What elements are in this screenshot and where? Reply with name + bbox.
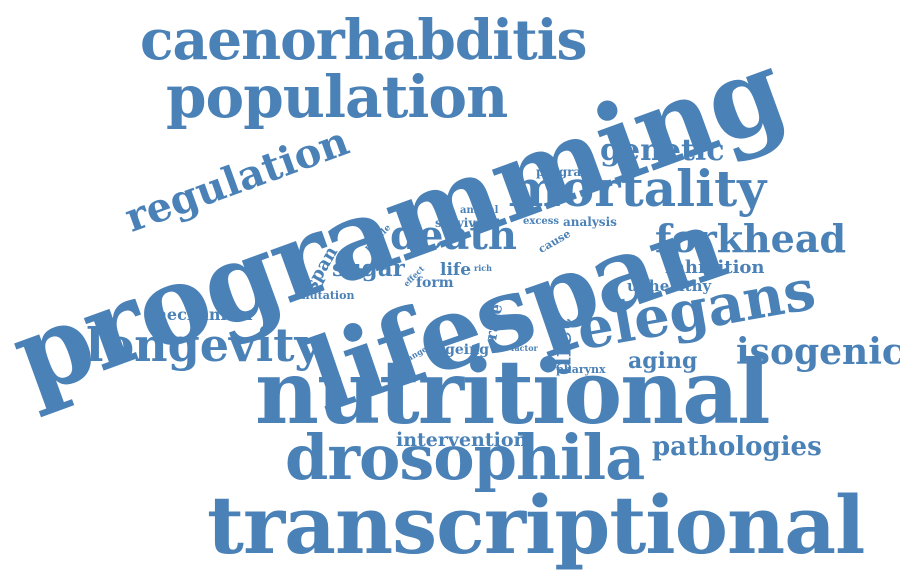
word-mechanism: mechanism xyxy=(150,305,253,324)
word-mutation: mutation xyxy=(298,289,355,302)
word-mortality: mortality xyxy=(508,159,767,218)
word-genetic: genetic xyxy=(600,133,725,168)
word-caenorhabditis: caenorhabditis xyxy=(140,7,587,72)
word-sugar: sugar xyxy=(332,255,405,282)
word-life: life xyxy=(440,260,472,280)
word-pharynx: pharynx xyxy=(556,363,606,376)
word-intervention: intervention xyxy=(396,429,528,451)
word-pathologies: pathologies xyxy=(652,432,822,462)
word-population: population xyxy=(166,63,508,131)
word-nutritional: nutritional xyxy=(255,340,771,444)
word-death: death xyxy=(390,212,517,259)
word-aging: aging xyxy=(628,348,698,374)
word-drosophila: drosophila xyxy=(285,421,645,494)
word-survival: survival xyxy=(435,216,488,230)
word-unhealthy: unhealthy xyxy=(627,277,712,295)
word-isogenic: isogenic xyxy=(736,331,900,373)
word-transcriptional: transcriptional xyxy=(207,478,865,572)
word-form: form xyxy=(416,275,454,291)
word-excess: excess xyxy=(523,216,560,227)
word-ageing: ageing xyxy=(436,342,490,358)
word-animal: animal xyxy=(460,205,499,216)
word-forkhead: forkhead xyxy=(655,216,847,261)
word-analysis: analysis xyxy=(563,215,617,229)
word-longevity: longevity xyxy=(86,318,322,372)
word-program: program xyxy=(536,165,594,179)
word-inhibition: inhibition xyxy=(665,257,765,278)
word-factor: factor xyxy=(511,343,538,353)
word-rich: rich xyxy=(474,263,492,273)
